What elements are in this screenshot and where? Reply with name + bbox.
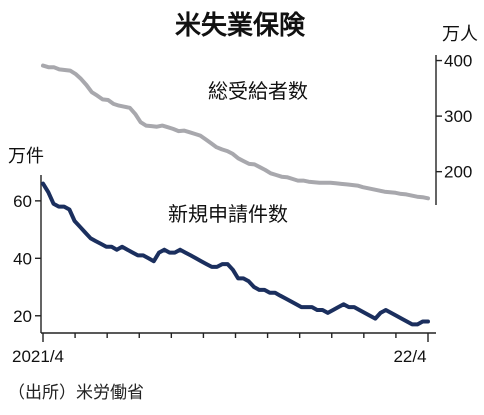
- bottom-series-line: [41, 181, 430, 327]
- y-tick-label: 200: [444, 163, 472, 182]
- source-note: （出所）米労働省: [8, 383, 144, 403]
- y-tick-label: 20: [13, 307, 32, 326]
- bottom-series-label: 新規申請件数: [168, 202, 288, 226]
- x-tick-label-start: 2021/4: [12, 347, 64, 366]
- x-ticks: [42, 333, 429, 342]
- bottom-y-ticks: 20 40 60: [13, 192, 41, 326]
- y-tick-label: 300: [444, 107, 472, 126]
- top-unit-label: 万人: [442, 24, 478, 45]
- y-tick-label: 40: [13, 249, 32, 268]
- y-tick-label: 60: [13, 192, 32, 211]
- top-series-label: 総受給者数: [208, 79, 308, 103]
- y-tick-label: 400: [444, 52, 472, 71]
- bottom-unit-label: 万件: [8, 146, 44, 167]
- top-y-ticks: 200 300 400: [436, 52, 472, 182]
- chart-title: 米失業保険: [175, 10, 306, 41]
- top-series-line: [41, 63, 430, 201]
- x-tick-label-end: 22/4: [393, 347, 426, 366]
